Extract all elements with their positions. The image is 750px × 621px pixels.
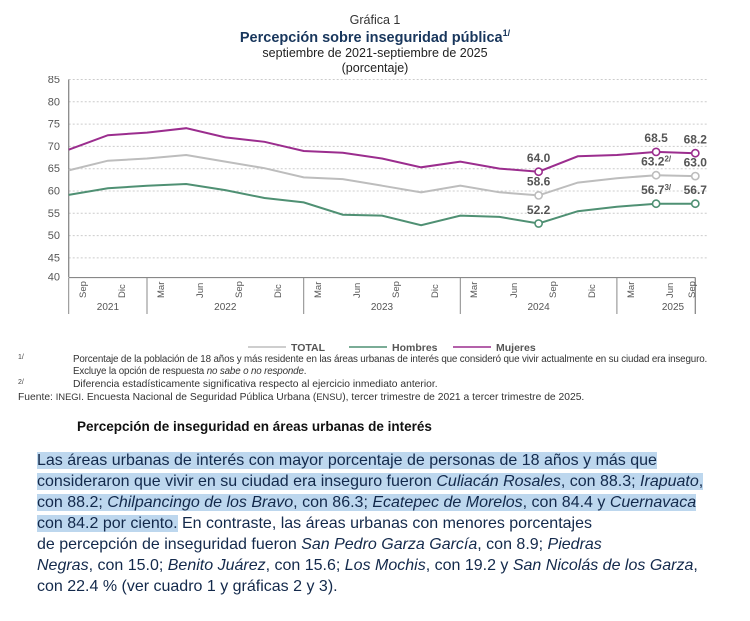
svg-text:Dic: Dic [430,284,441,298]
svg-text:63.0: 63.0 [684,155,708,169]
svg-text:50: 50 [48,230,60,242]
svg-text:2024: 2024 [527,302,550,313]
svg-text:55: 55 [48,208,60,220]
svg-text:45: 45 [48,252,60,264]
svg-text:68.5: 68.5 [644,131,668,145]
svg-text:Mar: Mar [313,282,324,298]
svg-text:Jun: Jun [352,283,363,298]
svg-text:TOTAL: TOTAL [291,342,326,354]
svg-text:64.0: 64.0 [527,151,551,165]
svg-text:Jun: Jun [195,283,206,298]
svg-text:52.2: 52.2 [527,203,551,217]
svg-text:Dic: Dic [117,284,128,298]
svg-text:Dic: Dic [273,284,284,298]
svg-text:2023: 2023 [371,302,394,313]
svg-text:Hombres: Hombres [392,342,438,354]
svg-text:Dic: Dic [587,284,598,298]
svg-text:Sep: Sep [78,281,89,298]
svg-text:Jun: Jun [509,283,520,298]
svg-text:65: 65 [48,163,60,175]
svg-text:2021: 2021 [97,302,120,313]
svg-text:56.73/: 56.73/ [641,183,672,198]
svg-text:Mar: Mar [626,282,637,298]
svg-text:Sep: Sep [391,281,402,298]
svg-text:Mar: Mar [156,282,167,298]
svg-text:60: 60 [48,186,60,198]
svg-text:Sep: Sep [548,281,559,298]
svg-text:68.2: 68.2 [684,133,708,147]
svg-text:2025: 2025 [662,302,685,313]
svg-text:56.7: 56.7 [684,183,708,197]
svg-text:2022: 2022 [214,302,237,313]
svg-text:Jun: Jun [665,283,676,298]
svg-text:Mujeres: Mujeres [496,342,536,354]
svg-text:70: 70 [48,141,60,153]
svg-text:Mar: Mar [469,282,480,298]
svg-text:63.22/: 63.22/ [641,154,672,169]
svg-text:85: 85 [48,76,60,86]
svg-text:80: 80 [48,96,60,108]
svg-text:58.6: 58.6 [527,175,551,189]
svg-text:75: 75 [48,119,60,131]
svg-text:Sep: Sep [687,281,698,298]
svg-text:Sep: Sep [234,281,245,298]
